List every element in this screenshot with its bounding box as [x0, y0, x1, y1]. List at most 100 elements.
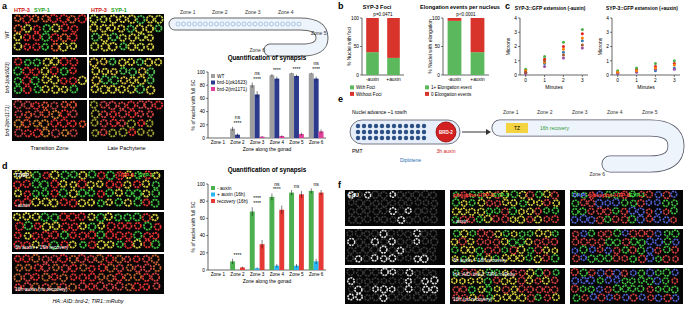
nucleus [15, 25, 23, 33]
legend-swatch [211, 193, 215, 197]
region-label: PMT [352, 148, 363, 154]
error-bar [291, 73, 292, 74]
nucleus [422, 278, 428, 284]
nucleus [51, 214, 58, 221]
scatter-chart: SYP-3::GFP extension (-auxin)01234Micron… [505, 6, 588, 90]
nucleus [510, 294, 517, 301]
nucleus [544, 200, 550, 206]
nucleus [543, 255, 549, 261]
nucleus [589, 230, 595, 236]
nucleus [647, 287, 653, 293]
bar [319, 193, 324, 270]
error-bar [321, 129, 322, 133]
nucleus [630, 278, 635, 283]
y-tick [206, 270, 208, 271]
nucleus [671, 207, 677, 213]
nucleus [128, 59, 134, 65]
micrograph [345, 229, 445, 265]
nucleus [14, 120, 21, 127]
x-tick-label: Zone 6 [309, 272, 324, 277]
nucleus [138, 129, 144, 135]
nucleus [347, 255, 353, 261]
y-tick [360, 75, 362, 76]
row-label: - auxin [453, 218, 468, 224]
nucleus [111, 77, 118, 84]
nucleus [470, 231, 475, 236]
error-bar [316, 77, 317, 81]
column-label: Late Pachytene [107, 145, 145, 151]
nucleus [61, 68, 68, 75]
nucleus [526, 255, 532, 261]
nucleus [110, 111, 116, 117]
nucleus [372, 191, 379, 198]
nucleus [461, 201, 466, 206]
nucleus [415, 271, 420, 276]
nucleus [373, 208, 380, 215]
nucleus [535, 295, 541, 301]
y-tick [206, 72, 208, 73]
zone-label: Zone 3 [572, 109, 588, 115]
nucleus [101, 102, 107, 108]
gonad-nucleus [404, 124, 408, 128]
micrograph [450, 190, 565, 226]
nucleus [598, 294, 605, 301]
nucleus [34, 111, 40, 117]
nucleus [107, 264, 114, 271]
gonad-nucleus [182, 22, 186, 26]
bar [240, 267, 245, 270]
nucleus [70, 58, 77, 65]
nucleus [155, 59, 161, 65]
nucleus [631, 238, 638, 245]
nucleus [406, 286, 412, 292]
nucleus [656, 287, 661, 292]
nucleus [536, 191, 542, 197]
nucleus [92, 130, 98, 136]
nucleus [607, 295, 613, 301]
nucleus [535, 240, 541, 246]
nucleus [24, 191, 30, 197]
nucleus [673, 239, 679, 245]
nucleus [152, 200, 159, 207]
nucleus [107, 172, 115, 180]
nucleus [654, 278, 660, 284]
nucleus [655, 239, 662, 246]
x-tick-label: 3 [673, 78, 676, 83]
nucleus [510, 255, 516, 261]
nucleus [405, 247, 411, 253]
micrograph [89, 57, 164, 98]
nucleus [553, 231, 558, 236]
nucleus [637, 216, 644, 223]
nucleus [622, 286, 628, 292]
nucleus [348, 238, 355, 245]
channel-label: HTP-3 [118, 172, 134, 178]
nucleus [630, 230, 637, 237]
error-bar [276, 264, 277, 267]
nucleus [34, 59, 41, 66]
nucleus [527, 192, 534, 199]
y-tick [610, 32, 612, 33]
bar-segment [387, 58, 400, 75]
gonad-nucleus [270, 22, 274, 26]
nucleus [381, 239, 387, 245]
nucleus [107, 223, 114, 230]
point [635, 69, 638, 72]
micrograph-bg [12, 14, 87, 55]
gonad-nucleus [253, 22, 257, 26]
annotation: ns [274, 181, 280, 187]
nucleus [80, 121, 86, 127]
nucleus [137, 16, 145, 24]
nucleus [543, 247, 549, 253]
point [581, 32, 584, 35]
nucleus [70, 182, 76, 188]
nucleus [551, 239, 557, 245]
nucleus [91, 86, 98, 93]
nucleus [527, 286, 533, 292]
nucleus [15, 256, 21, 262]
channel-label: EdU [348, 192, 359, 198]
nucleus [24, 44, 30, 50]
nucleus [98, 223, 104, 229]
gonad-nucleus [226, 22, 230, 26]
bar [289, 73, 294, 138]
nucleus [536, 287, 542, 293]
nucleus [646, 230, 652, 236]
